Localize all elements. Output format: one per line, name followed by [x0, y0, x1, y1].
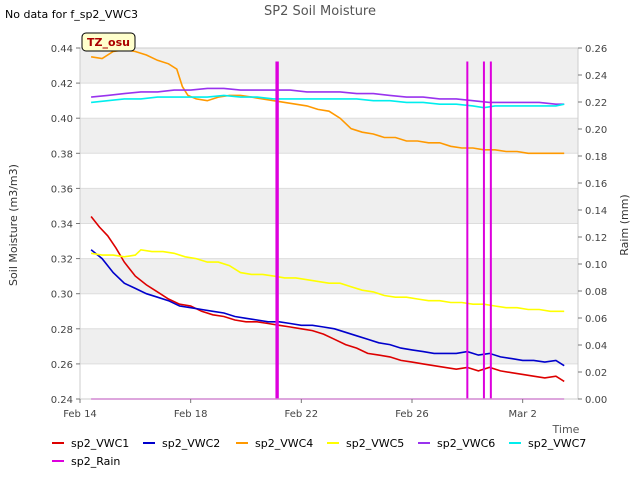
y2-tick-label: 0.08 [585, 287, 607, 298]
y2-tick-label: 0.04 [585, 341, 607, 352]
y2-tick-label: 0.12 [585, 233, 607, 244]
chart-title: SP2 Soil Moisture [264, 4, 376, 19]
y-tick-label: 0.32 [51, 255, 73, 266]
x-tick-label: Mar 2 [508, 409, 536, 420]
series-line-sp2_VWC7 [91, 94, 565, 109]
series-line-sp2_VWC5 [90, 248, 565, 313]
background-band [80, 83, 578, 119]
series-line-sp2_VWC1 [90, 216, 565, 383]
y2-tick-label: 0.26 [585, 44, 607, 55]
background-band [80, 188, 578, 224]
y-axis-label: Soil Moisture (m3/m3) [7, 164, 20, 286]
y-tick-label: 0.28 [51, 325, 73, 336]
background-band [80, 258, 578, 294]
legend-label: sp2_VWC4 [255, 437, 313, 450]
x-tick-label: Feb 18 [174, 409, 208, 420]
legend-label: sp2_VWC7 [528, 437, 586, 450]
legend-item-sp2_VWC1: sp2_VWC1 [52, 437, 129, 450]
background-band [80, 363, 578, 399]
legend-label: sp2_VWC5 [346, 437, 404, 450]
nodata-note: No data for f_sp2_VWC3 [5, 8, 138, 21]
background-band [80, 328, 578, 364]
legend-label: sp2_VWC6 [437, 437, 495, 450]
background-band [80, 293, 578, 329]
background-band [80, 223, 578, 259]
y-tick-label: 0.44 [51, 44, 73, 55]
y-tick-label: 0.34 [51, 220, 73, 231]
y2-tick-label: 0.10 [585, 260, 607, 271]
series-line-sp2_VWC6 [91, 87, 565, 105]
background-band [80, 153, 578, 189]
site-badge-label: TZ_osu [87, 36, 130, 49]
legend-item-sp2_VWC7: sp2_VWC7 [509, 437, 586, 450]
y-tick-label: 0.38 [51, 149, 73, 160]
legend-item-sp2_VWC2: sp2_VWC2 [143, 437, 220, 450]
background-bands [80, 48, 578, 399]
legend-label: sp2_VWC1 [71, 437, 129, 450]
x-tick-label: Feb 22 [285, 409, 319, 420]
y2-tick-label: 0.02 [585, 368, 607, 379]
x-tick-label: Feb 14 [63, 409, 97, 420]
y2-tick-label: 0.06 [585, 314, 607, 325]
legend: sp2_VWC1 sp2_VWC2 sp2_VWC4 sp2_VWC5 sp2_VWC6… [52, 437, 586, 468]
axes: 0.24 0.26 0.28 0.30 0.32 0.34 0.36 0.38 0.40 0.42… [51, 44, 608, 420]
y2-tick-label: 0.18 [585, 152, 607, 163]
y2-tick-label: 0.14 [585, 206, 607, 217]
y-tick-label: 0.24 [51, 395, 73, 406]
y-tick-label: 0.40 [51, 114, 73, 125]
y2-axis-label: Raim (mm) [618, 194, 631, 255]
x-axis-label: Time [552, 423, 580, 436]
legend-item-sp2_Rain: sp2_Rain [52, 455, 120, 468]
legend-label: sp2_Rain [71, 455, 120, 468]
y2-tick-label: 0.00 [585, 395, 607, 406]
legend-item-sp2_VWC4: sp2_VWC4 [236, 437, 313, 450]
series-line-sp2_VWC2 [90, 249, 565, 367]
y-tick-label: 0.26 [51, 360, 73, 371]
background-band [80, 118, 578, 154]
legend-item-sp2_VWC5: sp2_VWC5 [327, 437, 404, 450]
y-tick-label: 0.36 [51, 184, 73, 195]
site-badge: TZ_osu [81, 32, 136, 52]
x-tick-label: Feb 26 [395, 409, 429, 420]
y-tick-label: 0.42 [51, 79, 73, 90]
legend-label: sp2_VWC2 [162, 437, 220, 450]
y2-tick-label: 0.20 [585, 125, 607, 136]
legend-item-sp2_VWC6: sp2_VWC6 [418, 437, 495, 450]
y2-tick-label: 0.16 [585, 179, 607, 190]
y2-tick-label: 0.22 [585, 98, 607, 109]
y2-tick-label: 0.24 [585, 71, 607, 82]
y-tick-label: 0.30 [51, 290, 73, 301]
background-band [80, 48, 578, 84]
series-line-sp2_VWC4 [90, 48, 565, 155]
